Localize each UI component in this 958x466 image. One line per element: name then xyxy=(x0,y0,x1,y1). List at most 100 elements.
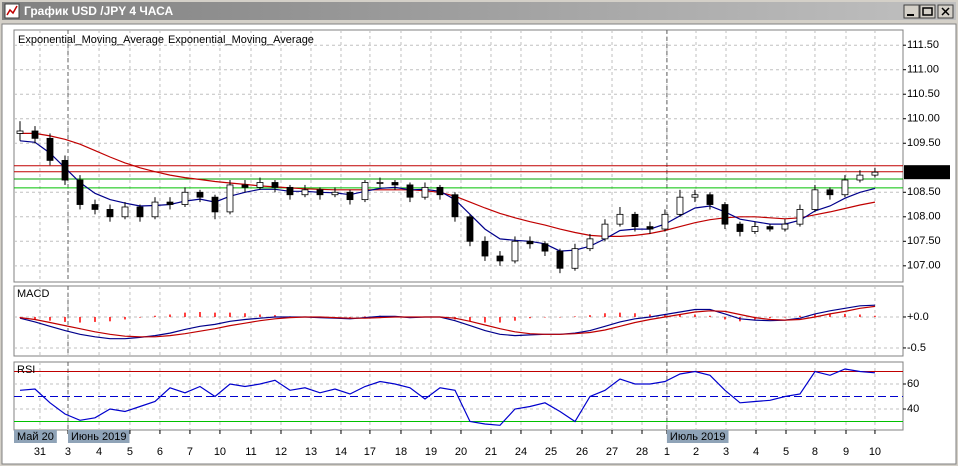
candle-body xyxy=(481,240,489,257)
x-tick-label: 11 xyxy=(245,446,256,458)
histogram-bar xyxy=(154,315,156,317)
histogram-bar xyxy=(34,316,36,320)
x-tick-label: 17 xyxy=(364,446,376,458)
panel: 40 60 RSI xyxy=(13,361,919,431)
histogram-bar xyxy=(124,316,126,320)
y-tick-label: 108.00 xyxy=(907,211,941,223)
x-tick-label: 6 xyxy=(157,446,163,458)
histogram-bar xyxy=(514,316,516,321)
candle-body xyxy=(826,189,834,196)
histogram-bar xyxy=(574,316,576,317)
candle-body xyxy=(436,186,444,196)
panel-background xyxy=(13,285,904,357)
candle-body xyxy=(316,189,324,196)
histogram-bar xyxy=(754,316,756,320)
histogram-bar xyxy=(604,313,606,317)
month-label-box xyxy=(14,430,57,443)
panel-background xyxy=(13,29,904,283)
maximize-button[interactable] xyxy=(919,4,936,19)
histogram-bar xyxy=(274,315,276,317)
candle-body xyxy=(841,179,849,196)
candle-body xyxy=(586,238,594,250)
chart-icon xyxy=(4,3,20,19)
x-tick-label: 14 xyxy=(335,446,347,458)
candle-body xyxy=(196,191,204,198)
x-tick-label: 3 xyxy=(723,446,729,458)
candle-body xyxy=(856,174,864,181)
x-tick-label: 3 xyxy=(65,446,71,458)
candle-body xyxy=(691,194,699,198)
histogram-bar xyxy=(199,312,201,317)
candle-body xyxy=(661,213,669,230)
candle-body xyxy=(601,223,609,240)
minimize-button[interactable] xyxy=(903,4,920,19)
legend-entry: Exponential_Moving_Average xyxy=(168,34,314,46)
y-tick-label: 109.50 xyxy=(907,137,941,149)
histogram-bar xyxy=(109,316,111,322)
histogram-bar xyxy=(184,312,186,317)
histogram-bar xyxy=(364,316,366,317)
candle-body xyxy=(361,182,369,201)
x-tick-label: 8 xyxy=(812,446,818,458)
candle-body xyxy=(226,184,234,213)
candle-body xyxy=(766,226,774,230)
histogram-bar xyxy=(589,315,591,317)
panel: -0.5 +0.0 MACD xyxy=(13,285,929,357)
candle-body xyxy=(346,191,354,201)
candle-body xyxy=(211,196,219,213)
candle-body xyxy=(136,206,144,218)
histogram-bar xyxy=(694,314,696,317)
histogram-bar xyxy=(94,316,96,322)
x-tick-label: 28 xyxy=(636,446,648,458)
histogram-bar xyxy=(874,315,876,317)
panel: 107.00 107.50 108.00 108.50 109.50 110.00 110.… xyxy=(13,29,950,283)
window-title: График USD /JPY 4 ЧАСА xyxy=(24,4,174,18)
candle-body xyxy=(721,204,729,225)
histogram-bar xyxy=(619,312,621,317)
candle-body xyxy=(421,186,429,198)
x-tick-label: 31 xyxy=(34,446,46,458)
current-price-label: 108.91 xyxy=(907,166,941,178)
x-tick-label: 2 xyxy=(693,446,699,458)
histogram-bar xyxy=(649,314,651,317)
y-tick-label: -0.5 xyxy=(907,342,926,354)
month-label: Июнь 2019 xyxy=(71,431,127,443)
histogram-bar xyxy=(769,316,771,319)
x-tick-label: 5 xyxy=(783,446,789,458)
histogram-bar xyxy=(799,315,801,317)
candle-body xyxy=(376,182,384,184)
histogram-bar xyxy=(814,313,816,317)
close-button[interactable] xyxy=(937,4,954,19)
candle-body xyxy=(631,213,639,227)
candle-body xyxy=(46,137,54,161)
x-tick-label: 5 xyxy=(127,446,133,458)
x-tick-label: 4 xyxy=(96,446,102,458)
candle-body xyxy=(61,160,69,181)
x-tick-label: 4 xyxy=(753,446,759,458)
histogram-bar xyxy=(664,314,666,317)
x-tick-label: 10 xyxy=(869,446,881,458)
month-label-box xyxy=(67,430,130,443)
histogram-bar xyxy=(559,316,561,318)
candle-body xyxy=(76,179,84,205)
candle-body xyxy=(16,130,24,134)
y-tick-label: 40 xyxy=(907,403,919,415)
y-tick-label: 107.00 xyxy=(907,260,941,272)
candle-body xyxy=(751,226,759,232)
candle-body xyxy=(811,189,819,210)
histogram-bar xyxy=(349,316,351,318)
candle-body xyxy=(391,182,399,186)
indicator-line xyxy=(19,368,876,426)
y-tick-label: 108.50 xyxy=(907,186,941,198)
month-label: Июль 2019 xyxy=(670,431,726,443)
current-price-box xyxy=(904,165,950,180)
x-tick-label: 1 xyxy=(664,446,670,458)
candle-body xyxy=(31,130,39,139)
histogram-bar xyxy=(709,315,711,317)
panel-title: RSI xyxy=(17,364,35,376)
candle-body xyxy=(781,223,789,230)
panel-title: MACD xyxy=(17,288,49,300)
histogram-bar xyxy=(79,316,81,323)
histogram-bar xyxy=(829,313,831,317)
